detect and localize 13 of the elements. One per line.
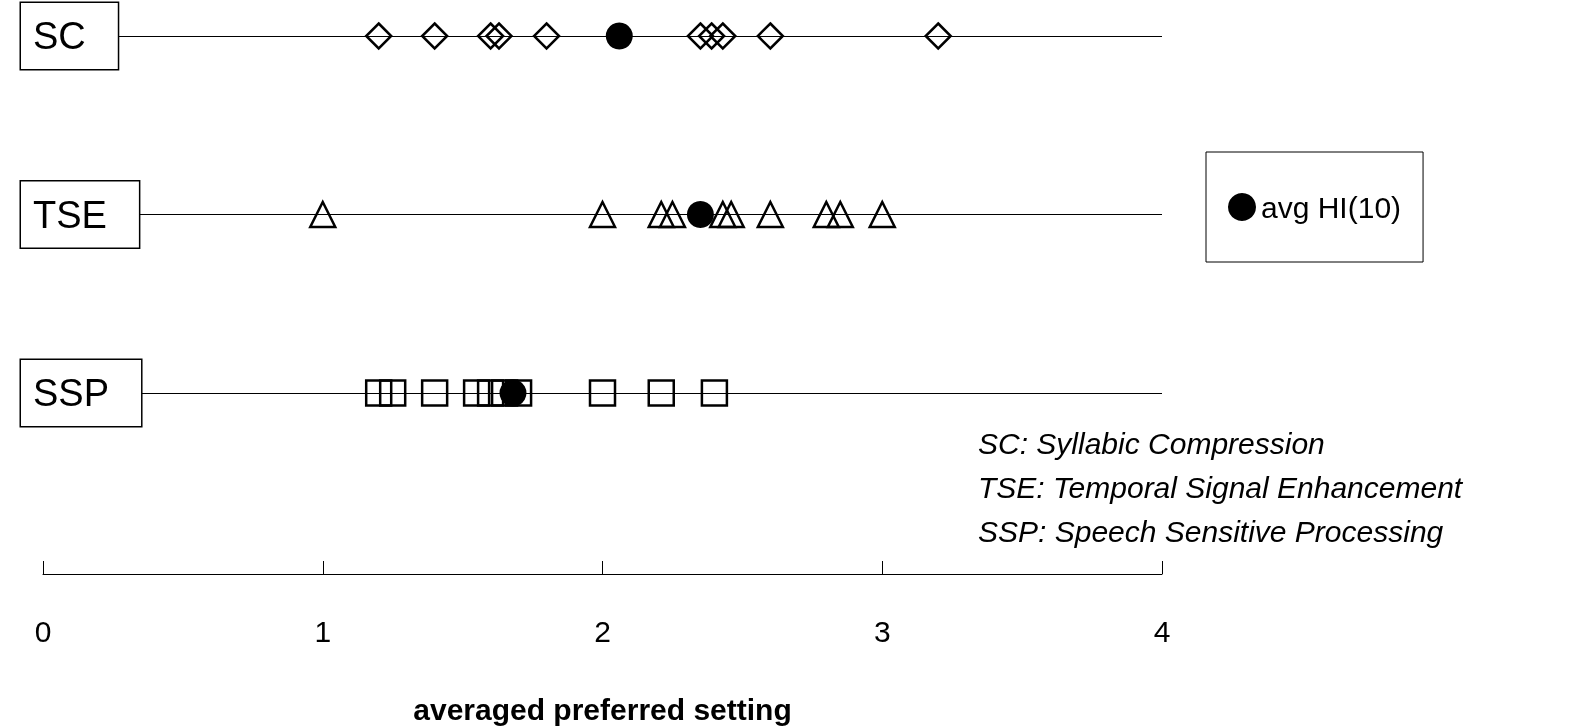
x-tick-label: 1	[314, 614, 332, 648]
x-tick-label: 4	[1153, 614, 1171, 648]
y-tick-label: TSE	[33, 193, 107, 236]
annotation: TSE: Temporal Signal Enhancement	[978, 470, 1464, 504]
x-tick-label: 3	[873, 614, 891, 648]
legend-label: avg HI(10)	[1261, 190, 1402, 224]
annotation: SC: Syllabic Compression	[978, 426, 1325, 460]
x-tick-label: 2	[594, 614, 611, 648]
y-tick-label: SC	[33, 15, 86, 57]
y-tick-label: SSP	[33, 372, 110, 414]
x-tick-label: 0	[34, 614, 52, 648]
x-axis-title: averaged preferred setting	[413, 692, 792, 726]
text: SSP: Speech Sensitive Processing	[978, 514, 1444, 548]
